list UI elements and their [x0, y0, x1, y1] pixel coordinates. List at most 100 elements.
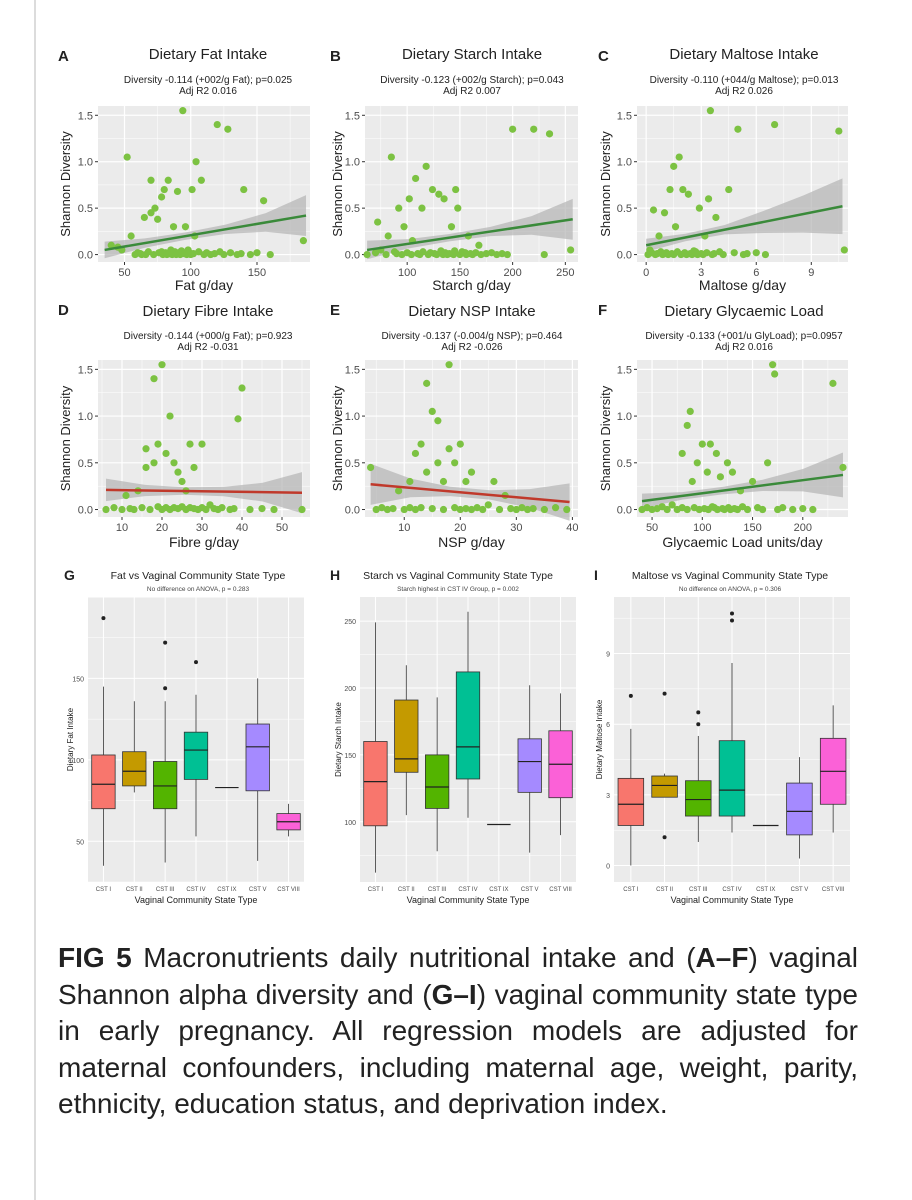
data-point [752, 249, 760, 257]
x-tick-label: 30 [510, 522, 522, 534]
data-point [716, 473, 724, 481]
panel-a: A Dietary Fat Intake Diversity -0.114 (+00… [58, 46, 310, 293]
box-iqr [685, 780, 712, 817]
x-axis-label: Starch g/day [432, 277, 511, 293]
data-point [224, 125, 232, 133]
data-point [158, 361, 166, 369]
panel-g: G Fat vs Vaginal Community State Type No d… [64, 567, 304, 905]
fit-line [105, 488, 303, 494]
y-tick-label: 0.0 [345, 505, 360, 517]
data-point [412, 174, 420, 183]
y-tick-label: 0 [606, 864, 610, 871]
data-point [162, 449, 170, 458]
x-tick-label: 20 [454, 522, 466, 534]
data-point [154, 215, 162, 223]
data-point [660, 209, 669, 217]
box-outlier [730, 618, 734, 623]
caption-text-2: ) vaginal Shannon alpha diversity and ( [58, 942, 858, 1010]
chart-subtitle-r2: Adj R2 0.007 [443, 86, 501, 97]
data-point [440, 195, 448, 203]
y-tick-label: 3 [606, 793, 610, 800]
data-point [389, 504, 397, 513]
data-point [771, 120, 779, 129]
box-iqr [718, 740, 746, 817]
data-point [779, 504, 787, 512]
data-point [253, 249, 261, 257]
y-axis-label: Dietary Fat Intake [66, 707, 75, 771]
x-tick-label: CST I [368, 887, 384, 893]
data-point [462, 477, 470, 486]
x-tick-label: 40 [566, 522, 578, 534]
x-tick-label: 9 [808, 267, 814, 279]
chart-subtitle: Diversity -0.133 (+001/u GlyLoad); p=0.0… [645, 331, 843, 342]
x-tick-label: 150 [451, 267, 469, 279]
chart-title: Dietary NSP Intake [408, 303, 535, 320]
data-point [298, 505, 306, 514]
data-point [439, 477, 448, 486]
data-point [688, 477, 696, 486]
x-tick-label: CST IX [217, 887, 236, 893]
data-point [473, 504, 481, 512]
data-point [142, 463, 150, 472]
box-iqr [517, 738, 542, 793]
x-tick-label: CST IX [756, 887, 775, 893]
box-iqr [363, 741, 388, 827]
x-tick-label: CST V [249, 887, 267, 893]
box-outlier [163, 640, 168, 645]
x-tick-label: CST VIII [549, 887, 572, 893]
x-axis-label: NSP g/day [438, 534, 505, 550]
data-point [411, 505, 420, 514]
data-point [809, 505, 817, 514]
x-tick-label: 200 [794, 522, 812, 534]
y-tick-label: 0.5 [345, 203, 360, 215]
y-tick-label: 200 [344, 686, 356, 693]
data-point [428, 407, 436, 415]
chart-title: Dietary Starch Intake [402, 46, 542, 63]
data-point [130, 505, 138, 514]
data-point [686, 407, 694, 415]
data-point [142, 445, 150, 453]
box-iqr [245, 723, 270, 792]
y-tick-label: 1.0 [617, 411, 632, 423]
x-tick-label: CST II [126, 887, 143, 893]
y-tick-label: 50 [76, 839, 84, 846]
caption-ref-1: A–F [695, 942, 749, 973]
data-point [743, 250, 751, 258]
panel-letter: F [598, 302, 607, 319]
data-point [395, 487, 403, 495]
x-axis-label: Fibre g/day [169, 534, 239, 550]
data-point [400, 223, 408, 231]
confidence-band [646, 178, 843, 252]
fit-line [645, 205, 843, 247]
data-point [407, 250, 415, 259]
margin-rule [34, 0, 36, 1200]
data-point [530, 125, 538, 133]
data-point [764, 459, 772, 467]
data-point [198, 440, 206, 448]
data-point [703, 468, 711, 476]
panel-letter: A [58, 48, 69, 65]
x-tick-label: CST III [689, 887, 708, 893]
data-point [387, 153, 395, 161]
data-point [734, 125, 742, 133]
panel-letter: H [330, 567, 340, 583]
chart-title: Dietary Fibre Intake [143, 303, 274, 320]
box-outlier [101, 616, 106, 621]
box-iqr [651, 775, 678, 798]
x-tick-label: 250 [556, 267, 574, 279]
fit-line [641, 473, 844, 503]
y-tick-label: 1.0 [78, 411, 93, 423]
data-point [540, 505, 548, 514]
x-axis-label: Vaginal Community State Type [407, 895, 530, 905]
data-point [706, 440, 714, 448]
data-point [169, 223, 178, 231]
data-point [419, 248, 427, 256]
fit-line [104, 214, 307, 252]
fit-line [370, 483, 570, 504]
data-point [545, 130, 554, 138]
y-tick-label: 1.0 [78, 157, 93, 169]
panel-c: C Dietary Maltose Intake Diversity -0.110 … [598, 46, 848, 293]
data-point [712, 213, 720, 222]
data-point [683, 505, 691, 514]
data-point [435, 190, 443, 198]
